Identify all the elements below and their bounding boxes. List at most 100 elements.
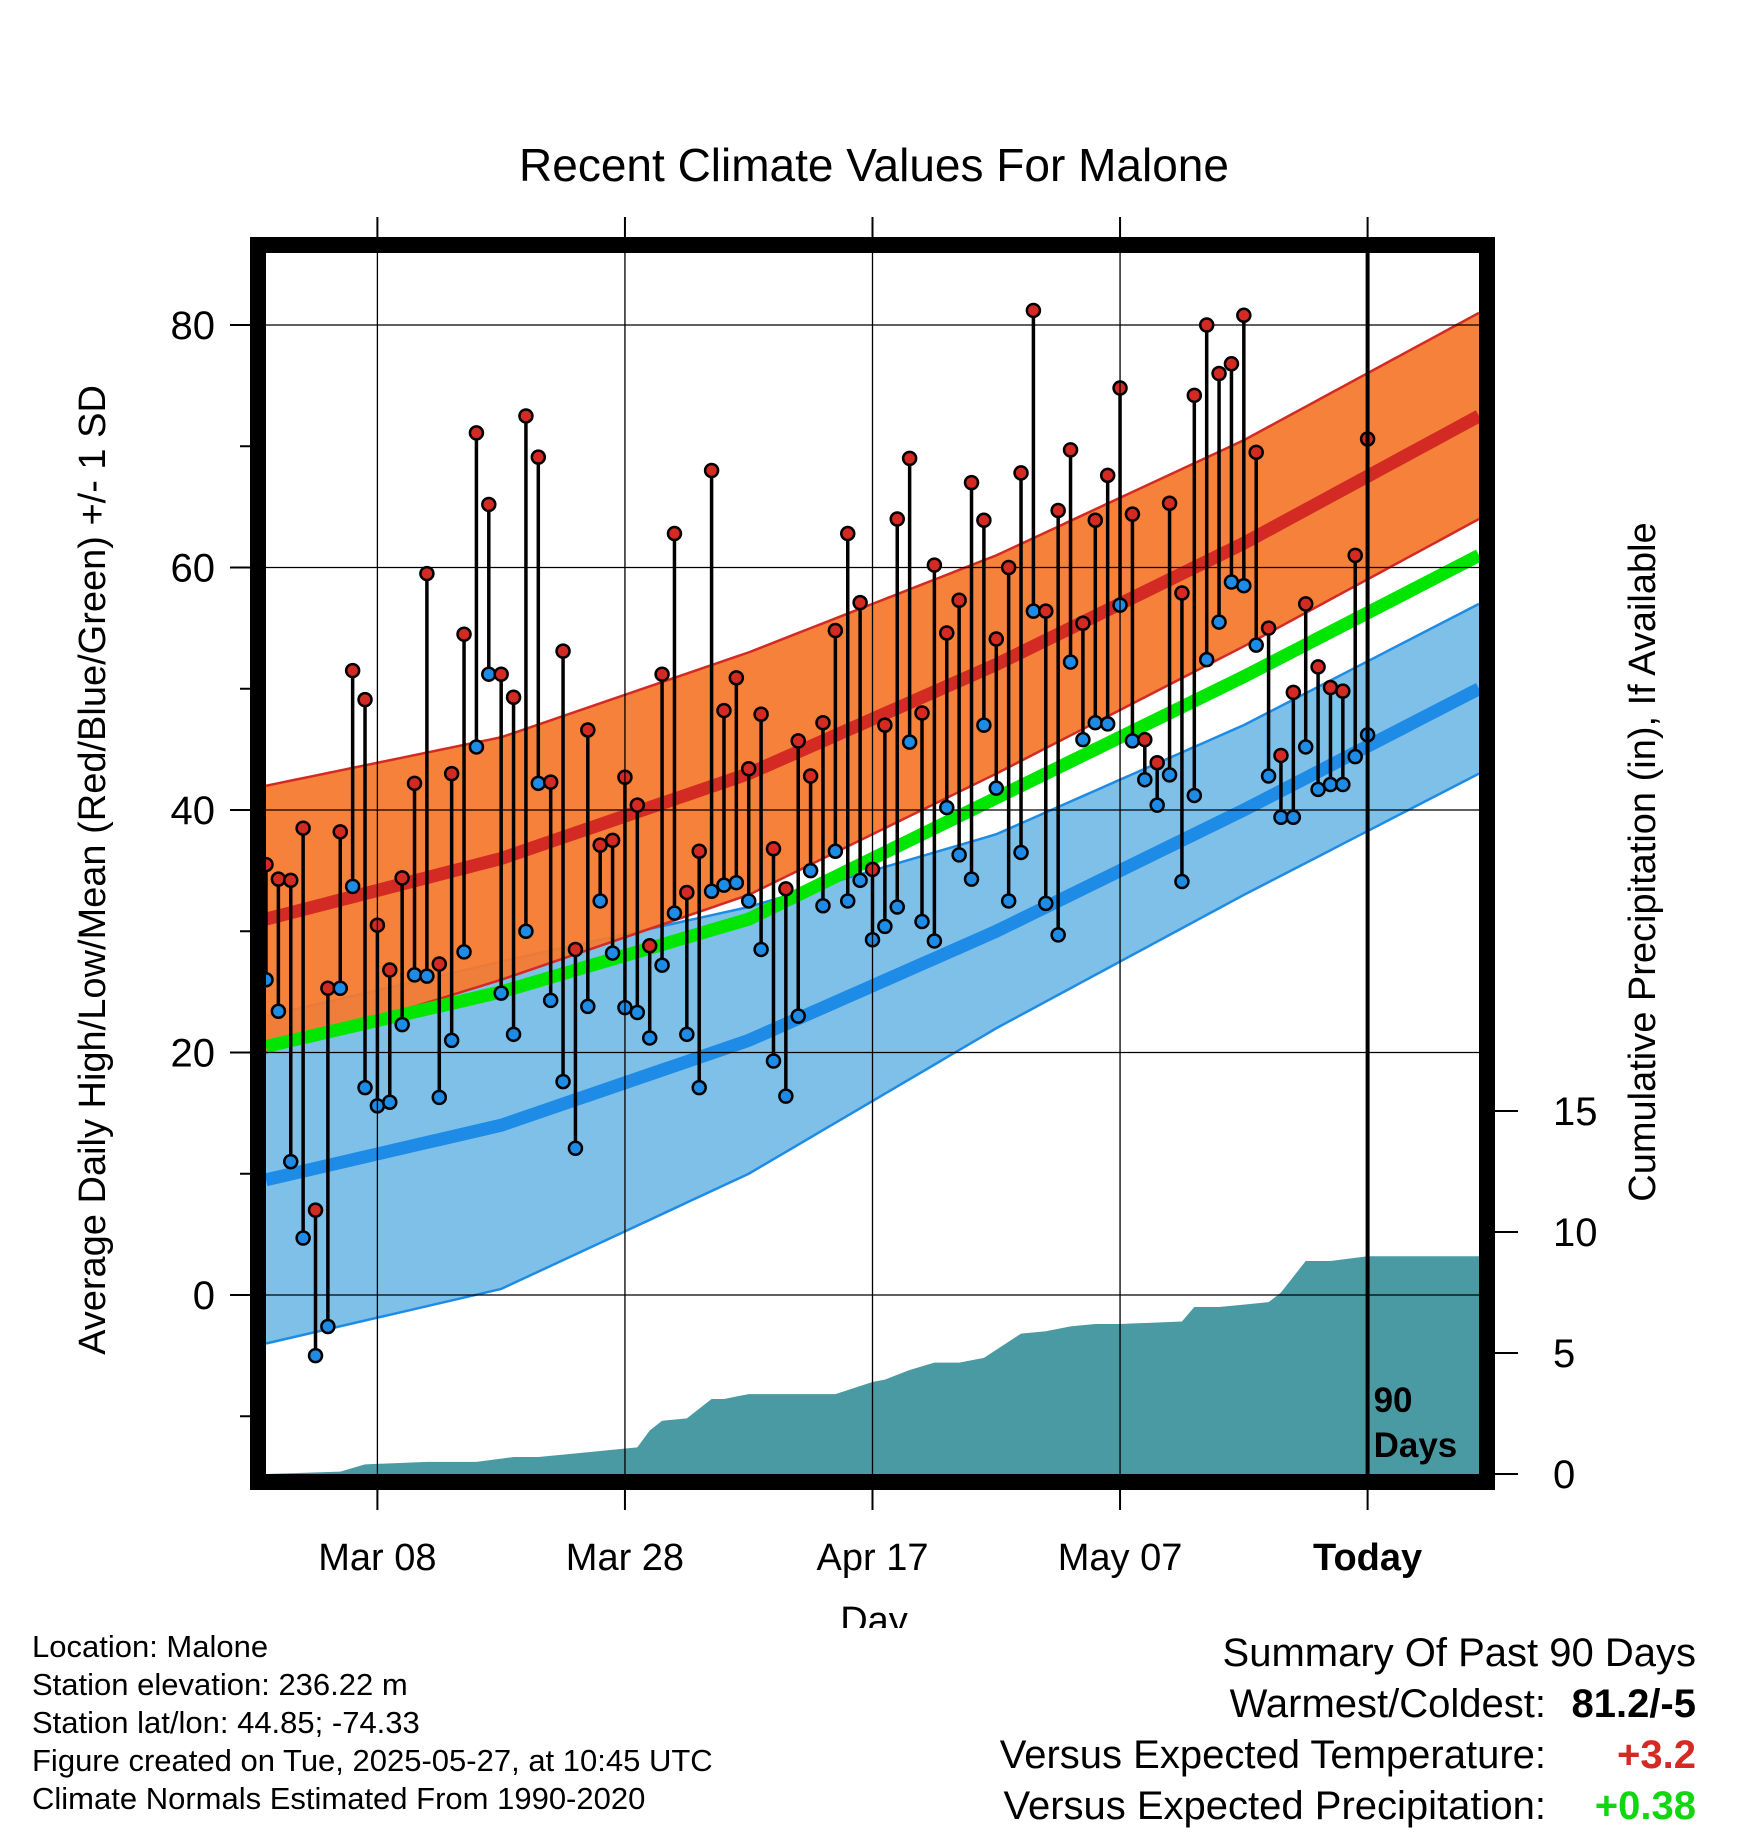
daily-high-point <box>691 843 707 859</box>
daily-low-point <box>1273 809 1289 826</box>
daily-low-point <box>901 734 918 750</box>
daily-high-point <box>266 856 274 873</box>
precip-label: Versus Expected Precipitation: <box>1003 1784 1546 1828</box>
y2-axis-label: Cumulative Precipitation (in), If Availa… <box>1622 522 1664 1201</box>
precip-area <box>266 1256 1479 1474</box>
summary-title: Summary Of Past 90 Days <box>1222 1631 1696 1675</box>
plot-frame <box>250 237 1495 1490</box>
daily-low-point <box>976 717 992 733</box>
daily-low-point <box>357 1079 373 1096</box>
daily-high-point <box>827 622 844 639</box>
daily-low-point <box>382 1094 398 1110</box>
daily-high-point <box>1124 506 1141 522</box>
y2-tick-label: 10 <box>1553 1211 1598 1255</box>
station-info: Location: Malone Station elevation: 236.… <box>32 1628 713 1818</box>
daily-low-point <box>926 933 943 949</box>
daily-high-point <box>555 643 571 659</box>
daily-high-point <box>542 774 559 790</box>
daily-low-point <box>1211 614 1227 630</box>
daily-high-point <box>580 722 596 738</box>
daily-high-point <box>629 797 646 813</box>
daily-high-point <box>307 1202 324 1218</box>
y2-tick-label: 5 <box>1553 1332 1575 1376</box>
daily-low-point <box>827 843 844 859</box>
y-tick-label: 20 <box>171 1032 216 1076</box>
daily-low-point <box>320 1318 336 1335</box>
y2-tick-label: 0 <box>1553 1453 1575 1497</box>
daily-low-point <box>914 913 930 930</box>
daily-high-point <box>1099 467 1116 484</box>
daily-high-point <box>1149 754 1165 771</box>
daily-high-point <box>456 626 472 642</box>
daily-high-point <box>914 705 930 721</box>
daily-low-point <box>790 1008 806 1024</box>
daily-high-point <box>802 768 819 784</box>
daily-high-point <box>1223 356 1240 372</box>
daily-low-point <box>283 1153 299 1170</box>
x-tick-label: Mar 08 <box>318 1537 436 1579</box>
daily-low-point <box>1248 637 1264 653</box>
daily-low-point <box>629 1004 646 1021</box>
daily-high-point <box>790 733 806 749</box>
x-tick-label: Mar 28 <box>566 1537 684 1579</box>
daily-high-point <box>1062 442 1079 458</box>
daily-high-point <box>1347 547 1363 564</box>
daily-high-point <box>951 592 967 608</box>
daily-high-point <box>963 474 980 491</box>
y-tick-label: 0 <box>193 1274 215 1318</box>
summary-temp-row: Versus Expected Temperature: +3.2 <box>1000 1730 1696 1781</box>
daily-high-point <box>753 706 769 722</box>
y2-tick-label: 15 <box>1553 1090 1598 1134</box>
daily-high-point <box>1174 585 1190 601</box>
today-marker-label: Days <box>1374 1426 1458 1465</box>
daily-high-point <box>889 511 906 527</box>
daily-low-point <box>740 893 757 909</box>
daily-low-point <box>1025 603 1042 619</box>
summary-precip-row: Versus Expected Precipitation: +0.38 <box>1000 1781 1696 1832</box>
daily-low-point <box>443 1032 460 1049</box>
elevation-text: Station elevation: 236.22 m <box>32 1667 408 1702</box>
daily-low-point <box>332 980 349 996</box>
daily-high-point <box>481 496 497 513</box>
daily-high-point <box>1013 465 1029 481</box>
daily-low-point <box>567 1140 584 1157</box>
daily-high-point <box>604 832 621 849</box>
daily-high-point <box>406 775 423 792</box>
daily-high-point <box>382 962 398 978</box>
daily-high-point <box>270 871 287 887</box>
daily-high-point <box>926 557 943 573</box>
daily-high-point <box>703 462 720 479</box>
daily-low-point <box>431 1089 448 1106</box>
daily-low-point <box>542 992 559 1009</box>
daily-high-point <box>419 565 435 582</box>
daily-low-point <box>295 1230 311 1246</box>
normals-text: Climate Normals Estimated From 1990-2020 <box>32 1781 646 1816</box>
daily-low-point <box>1087 714 1104 731</box>
daily-low-point <box>679 1026 695 1043</box>
daily-low-point <box>1260 768 1277 784</box>
daily-high-point <box>332 824 349 840</box>
daily-low-point <box>592 893 608 909</box>
daily-low-point <box>456 944 472 960</box>
daily-low-point <box>1124 733 1141 749</box>
daily-high-point <box>815 714 831 731</box>
daily-low-point <box>703 883 720 899</box>
daily-high-point <box>1025 302 1042 319</box>
daily-high-point <box>716 702 732 719</box>
location-text: Location: Malone <box>32 1629 269 1664</box>
daily-low-point <box>1149 797 1165 813</box>
daily-high-point <box>1260 620 1277 636</box>
summary-warmest-row: Warmest/Coldest: 81.2/-5 <box>1000 1679 1696 1730</box>
daily-high-point <box>1310 659 1326 675</box>
daily-low-point <box>654 957 670 973</box>
daily-low-point <box>753 941 769 958</box>
daily-high-point <box>592 837 608 853</box>
daily-low-point <box>555 1073 571 1090</box>
daily-low-point <box>1038 895 1054 912</box>
daily-high-point <box>679 884 695 901</box>
daily-low-point <box>468 739 485 755</box>
daily-high-point <box>641 938 658 954</box>
daily-low-point <box>1000 893 1017 909</box>
daily-low-point <box>406 967 423 983</box>
daily-high-point <box>976 512 992 528</box>
